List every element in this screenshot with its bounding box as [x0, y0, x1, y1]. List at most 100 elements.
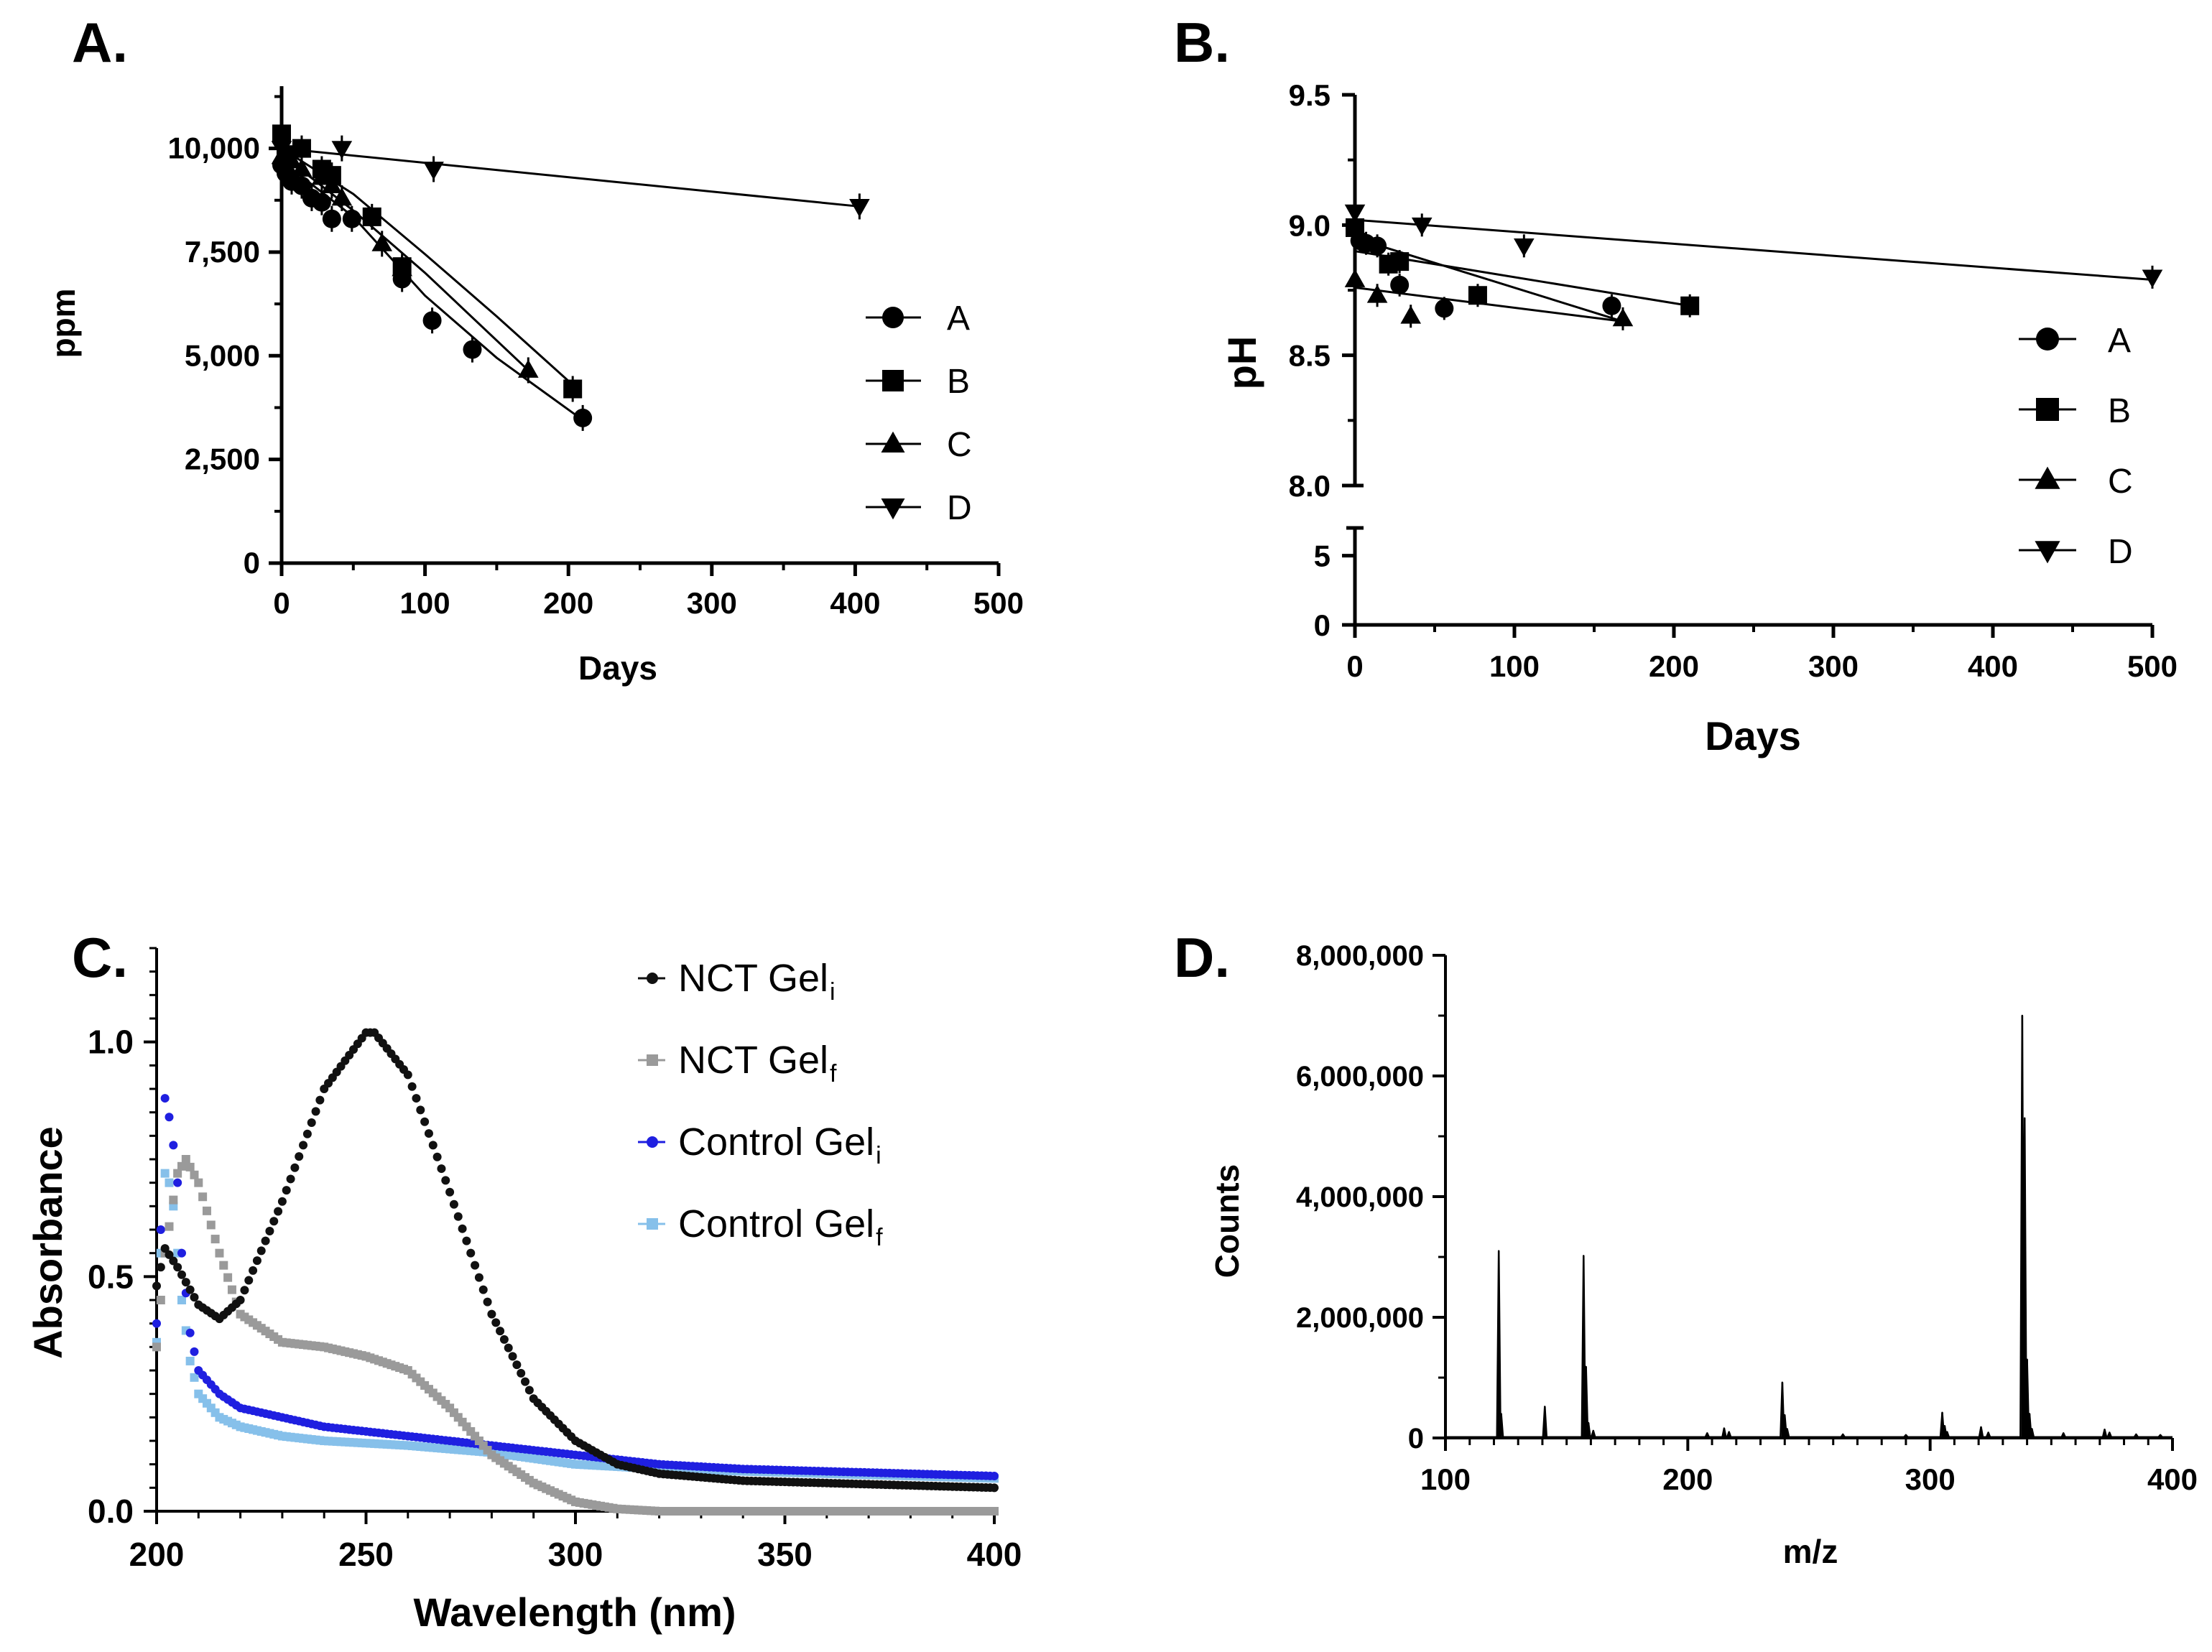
- panel-a-point-A: [463, 340, 482, 359]
- panel-c-point-0: [462, 1236, 471, 1245]
- panel-c-label: C.: [72, 926, 128, 989]
- panel-c-point-0: [521, 1377, 530, 1386]
- panel-c-point-0: [990, 1483, 999, 1493]
- panel-a-label: A.: [72, 11, 128, 74]
- panel-b-fit-B: [1354, 250, 1690, 307]
- panel-a-point-C: [518, 359, 539, 378]
- panel-c-legend-marker-1: [647, 1054, 658, 1066]
- panel-b-x-tick-label: 400: [1968, 649, 2018, 683]
- panel-b-y-tick-label: 9.0: [1289, 208, 1331, 242]
- panel-c-point-0: [173, 1263, 182, 1272]
- panel-c-point-0: [487, 1309, 496, 1319]
- panel-c-point-0: [512, 1360, 522, 1370]
- panel-c-point-2: [169, 1141, 178, 1150]
- panel-c-point-1: [190, 1170, 199, 1179]
- panel-b-x-tick-label: 500: [2127, 649, 2178, 683]
- panel-c-legend-subscript-3: f: [876, 1224, 883, 1251]
- panel-a-legend-marker-B: [882, 370, 904, 391]
- panel-a-point-A: [573, 408, 593, 427]
- panel-c-y-tick-label: 0.0: [88, 1493, 134, 1530]
- panel-c-point-0: [458, 1224, 467, 1233]
- panel-d-y-tick-label: 2,000,000: [1296, 1302, 1424, 1334]
- panel-d-x-tick-label: 400: [2147, 1462, 2198, 1496]
- panel-b-y-tick-label: 0: [1314, 608, 1331, 642]
- panel-a-y-tick-label: 7,500: [185, 235, 260, 269]
- panel-a-point-D: [271, 141, 292, 159]
- panel-c-point-0: [432, 1152, 442, 1161]
- panel-b-y-tick-label: 8.0: [1289, 469, 1331, 503]
- panel-c-point-0: [160, 1244, 170, 1253]
- panel-b-point-A: [1390, 275, 1410, 294]
- panel-c-x-tick-label: 300: [548, 1536, 603, 1573]
- panel-c-legend-label-1: NCT Gel: [678, 1039, 828, 1082]
- panel-c-point-0: [466, 1248, 476, 1258]
- panel-a-xlabel: Days: [578, 649, 657, 687]
- panel-a-y-tick-label: 10,000: [168, 131, 260, 165]
- panel-c-point-0: [508, 1352, 517, 1361]
- panel-c-point-0: [315, 1095, 325, 1105]
- panel-b-legend-marker-A: [2036, 328, 2059, 351]
- panel-c-point-0: [412, 1094, 421, 1103]
- panel-a-fit-D: [281, 147, 860, 208]
- panel-a-point-D: [331, 141, 353, 159]
- panel-c-point-3: [185, 1356, 195, 1365]
- panel-b-point-A: [1602, 296, 1621, 315]
- panel-c-point-1: [165, 1222, 174, 1231]
- panel-b-legend-marker-C: [2035, 466, 2060, 489]
- panel-c-point-2: [156, 1225, 165, 1234]
- panel-c-x-tick-label: 200: [129, 1536, 185, 1573]
- panel-c-point-0: [424, 1129, 433, 1138]
- panel-c-point-2: [185, 1328, 195, 1337]
- panel-d-label: D.: [1174, 926, 1230, 989]
- panel-c-legend-label-2: Control Gel: [678, 1120, 874, 1164]
- panel-c-point-1: [185, 1162, 195, 1171]
- panel-c-point-2: [173, 1178, 182, 1187]
- panel-a-point-A: [292, 176, 311, 195]
- panel-d-x-tick-label: 300: [1905, 1462, 1956, 1496]
- panel-c-point-0: [277, 1197, 287, 1206]
- panel-c-point-1: [177, 1161, 186, 1171]
- panel-c-legend-marker-2: [647, 1136, 658, 1148]
- panel-c-point-0: [274, 1207, 283, 1216]
- panel-c-point-0: [152, 1281, 161, 1291]
- panel-c-point-0: [517, 1368, 526, 1378]
- panel-c-point-0: [236, 1296, 245, 1304]
- panel-c-point-0: [441, 1176, 450, 1185]
- panel-b-point-D: [2142, 269, 2163, 288]
- panel-b-legend-label-A: A: [2108, 322, 2131, 360]
- panel-c-point-0: [449, 1199, 458, 1209]
- panel-c-point-1: [210, 1235, 220, 1244]
- panel-c-point-0: [453, 1212, 463, 1221]
- panel-c-legend-label-3: Control Gel: [678, 1202, 874, 1245]
- panel-a-point-D: [849, 199, 870, 218]
- panel-c-point-0: [265, 1226, 274, 1235]
- panel-a-point-D: [423, 162, 444, 180]
- panel-c-point-0: [416, 1105, 425, 1115]
- panel-c-point-0: [282, 1186, 291, 1195]
- panel-c-point-3: [190, 1373, 199, 1382]
- panel-c-point-0: [471, 1261, 480, 1270]
- panel-c-point-0: [256, 1246, 266, 1256]
- panel-a-point-C: [371, 233, 393, 251]
- panel-c-point-2: [990, 1472, 999, 1480]
- panel-c-point-0: [428, 1141, 438, 1150]
- panel-b-point-C: [1344, 269, 1366, 287]
- panel-a-legend-marker-D: [881, 498, 905, 520]
- panel-a-x-tick-label: 0: [273, 586, 290, 620]
- panel-c-point-3: [165, 1178, 174, 1187]
- panel-a-point-A: [342, 209, 361, 228]
- panel-a-ylabel: ppm: [45, 288, 82, 358]
- panel-b-point-B: [1390, 252, 1410, 272]
- panel-b-x-tick-label: 100: [1489, 649, 1540, 683]
- panel-a-legend-marker-A: [882, 307, 904, 328]
- panel-b-fit-C: [1354, 286, 1624, 323]
- panel-c-point-0: [190, 1293, 199, 1302]
- panel-d-y-tick-label: 0: [1408, 1423, 1424, 1454]
- panel-a-legend-marker-C: [881, 431, 905, 453]
- panel-a-point-A: [312, 192, 331, 212]
- panel-d-y-tick-label: 6,000,000: [1296, 1061, 1424, 1092]
- panel-b-x-tick-label: 0: [1346, 649, 1363, 683]
- panel-c-point-2: [177, 1248, 186, 1258]
